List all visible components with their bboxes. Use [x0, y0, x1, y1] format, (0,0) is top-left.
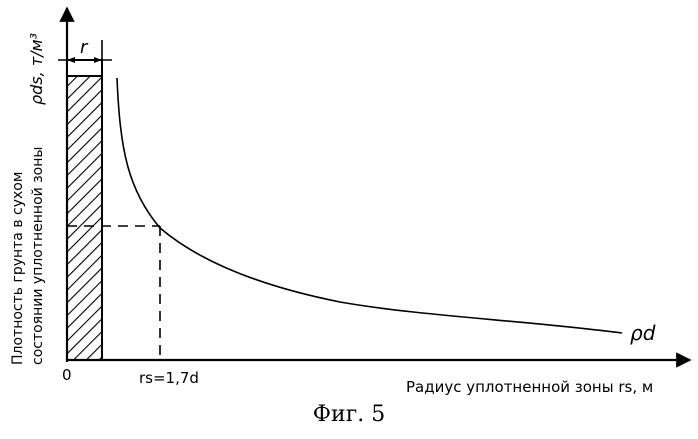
x-axis-label: Радиус уплотненной зоны rs, м: [406, 378, 653, 396]
y-axis-label-symbol: ρds, т/м³: [27, 33, 46, 105]
pile-top-box: [67, 60, 102, 76]
figure-caption: Фиг. 5: [0, 402, 698, 427]
y-axis-label-line1: Плотность грунта в сухом: [10, 172, 26, 365]
hatched-pile-column: [67, 76, 102, 360]
r-label: r: [80, 37, 89, 58]
density-curve: [117, 78, 622, 333]
y-axis-label-line2: состоянии уплотненной зоны: [30, 147, 46, 365]
origin-label: 0: [62, 366, 72, 384]
rs-marker-label: rs=1,7d: [139, 369, 199, 387]
curve-label: ρd: [630, 321, 656, 345]
